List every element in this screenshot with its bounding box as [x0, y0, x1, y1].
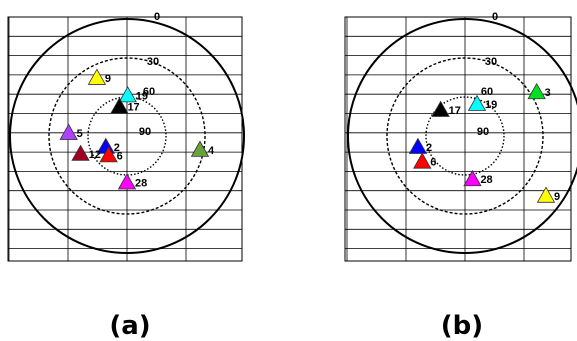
satellite-label: 28: [135, 178, 147, 190]
ring-label-30-b: 30: [485, 56, 497, 68]
satellite-17-a: 17: [110, 97, 140, 114]
satellite-label: 19: [136, 90, 148, 102]
satellite-28-b: 28: [463, 169, 493, 187]
satellite-marker: [99, 146, 118, 163]
ring-label-90-a: 90: [139, 126, 151, 138]
ring-label-90-b: 90: [477, 126, 489, 138]
satellite-label: 5: [77, 128, 83, 140]
ring-label-0-b: 0: [492, 11, 498, 23]
satellite-label: 3: [545, 87, 551, 99]
satellite-2-b: 2: [408, 137, 432, 154]
satellite-label: 17: [449, 105, 461, 117]
satellite-marker: [463, 169, 482, 187]
ring-middle-a: [48, 57, 206, 215]
caption-a: (a): [109, 311, 150, 341]
skyplot-b: 0 30 60 90 3 19 17 2 6 28 9 (b): [344, 11, 577, 341]
ring-inner-b: [425, 96, 505, 176]
satellite-19-b: 19: [467, 94, 497, 111]
ring-outer-a: [9, 18, 245, 254]
satellite-19-a: 19: [118, 86, 148, 103]
satellite-label: 28: [480, 174, 492, 186]
satellite-9-b: 9: [536, 186, 560, 203]
satellite-marker: [71, 144, 90, 161]
satellite-6-a: 6: [99, 146, 123, 163]
satellite-label: 9: [554, 191, 560, 203]
satellite-label: 12: [89, 149, 101, 161]
satellite-9-a: 9: [87, 68, 111, 85]
ring-label-30-a: 30: [147, 56, 159, 68]
satellite-17-b: 17: [431, 100, 461, 117]
satellite-marker: [467, 94, 487, 111]
satellite-label: 2: [426, 142, 432, 154]
satellite-6-b: 6: [413, 152, 436, 169]
satellite-marker: [87, 68, 107, 85]
frame-b: [344, 16, 572, 262]
satellite-marker: [413, 152, 432, 169]
satellite-label: 6: [117, 150, 123, 162]
satellite-label: 9: [105, 73, 111, 85]
ring-label-0-a: 0: [154, 11, 160, 23]
satellite-marker: [408, 137, 428, 154]
satellite-marker: [536, 186, 556, 203]
satellite-marker: [59, 123, 78, 140]
satellite-marker: [110, 97, 129, 114]
grid-a: [8, 17, 242, 261]
satellite-label: 17: [127, 102, 139, 114]
frame-a: [7, 16, 243, 262]
satellite-3-b: 3: [527, 82, 551, 100]
satellite-4-a: 4: [190, 140, 215, 157]
satellite-marker: [431, 100, 450, 117]
satellite-label: 4: [208, 145, 215, 157]
ring-middle-b: [386, 57, 544, 215]
caption-b: (b): [441, 311, 483, 341]
satellites-b: 3 19 17 2 6 28 9: [408, 82, 560, 203]
ring-label-60-b: 60: [481, 86, 493, 98]
ring-outer-b: [347, 18, 577, 254]
satellite-28-a: 28: [117, 173, 147, 190]
satellite-12-a: 12: [71, 144, 101, 161]
ring-label-60-a: 60: [143, 86, 155, 98]
grid-b: [345, 17, 571, 261]
satellite-label: 2: [114, 142, 120, 154]
satellite-marker: [190, 140, 210, 157]
satellite-label: 19: [485, 99, 497, 111]
satellite-5-a: 5: [59, 123, 83, 140]
satellite-marker: [118, 86, 137, 103]
satellite-marker: [527, 82, 546, 100]
satellite-marker: [117, 173, 137, 190]
satellite-label: 6: [430, 157, 436, 169]
